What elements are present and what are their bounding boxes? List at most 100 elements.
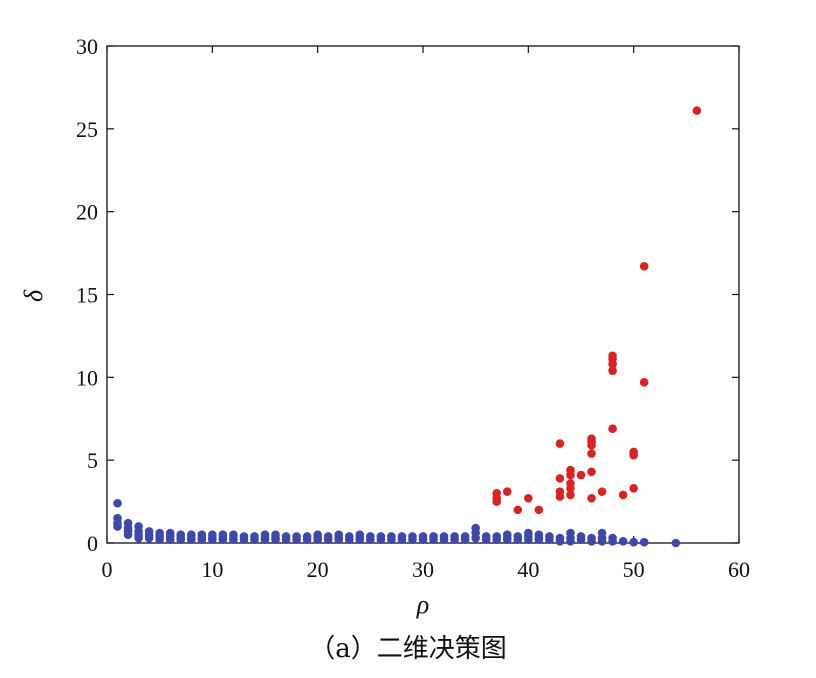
scatter-point-blue-11 <box>134 533 143 543</box>
scatter-point-red-29 <box>618 490 628 500</box>
scatter-point-blue-73 <box>387 535 396 544</box>
scatter-point-blue-97 <box>502 535 512 544</box>
x-tick-label-3: 30 <box>412 557 434 582</box>
scatter-point-red-4 <box>513 505 523 515</box>
scatter-point-blue-57 <box>313 535 322 544</box>
scatter-point-blue-35 <box>218 535 228 544</box>
scatter-point-blue-29 <box>197 535 207 544</box>
y-tick-label-1: 5 <box>87 448 98 473</box>
scatter-point-red-19 <box>587 440 596 450</box>
scatter-point-blue-42 <box>250 535 259 544</box>
scatter-point-red-20 <box>587 449 596 458</box>
x-tick-label-4: 40 <box>517 557 539 582</box>
y-tick-label-2: 10 <box>76 365 98 390</box>
scatter-point-blue-121 <box>608 537 617 546</box>
scatter-point-red-34 <box>639 378 649 387</box>
scatter-point-blue-52 <box>292 535 301 544</box>
scatter-point-red-31 <box>629 450 638 460</box>
scatter-point-red-26 <box>608 359 617 369</box>
scatter-point-blue-48 <box>271 535 280 544</box>
scatter-point-blue-38 <box>229 535 238 544</box>
x-tick-label-2: 20 <box>307 557 329 582</box>
scatter-point-blue-20 <box>165 535 175 544</box>
scatter-point-blue-0 <box>113 498 122 508</box>
x-tick-label-1: 10 <box>201 557 223 582</box>
y-tick-label-3: 15 <box>76 283 98 308</box>
scatter-point-blue-124 <box>639 537 649 547</box>
scatter-point-blue-17 <box>155 535 164 544</box>
scatter-point-red-8 <box>555 474 565 483</box>
scatter-point-blue-102 <box>524 535 533 544</box>
scatter-point-blue-14 <box>144 533 154 543</box>
scatter-point-red-6 <box>534 505 544 515</box>
x-tick-label-5: 50 <box>623 557 645 582</box>
y-tick-label-6: 30 <box>76 34 98 59</box>
scatter-point-blue-112 <box>566 537 575 546</box>
scatter-point-blue-75 <box>397 535 407 544</box>
scatter-point-blue-62 <box>334 535 344 544</box>
scatter-point-red-33 <box>639 262 649 271</box>
scatter-point-blue-79 <box>418 535 428 544</box>
scatter-point-blue-83 <box>439 535 449 544</box>
scatter-point-blue-59 <box>323 535 333 544</box>
scatter-point-blue-122 <box>618 537 628 546</box>
scatter-point-blue-81 <box>429 535 438 544</box>
scatter-points <box>113 106 702 548</box>
scatter-point-blue-23 <box>176 535 186 544</box>
scatter-point-blue-90 <box>471 533 480 543</box>
plot-area-frame <box>106 45 740 544</box>
scatter-point-blue-69 <box>366 535 375 544</box>
y-axis-label: δ <box>19 289 48 302</box>
scatter-point-blue-3 <box>113 522 122 531</box>
scatter-point-red-21 <box>587 467 596 477</box>
scatter-point-blue-7 <box>123 530 133 540</box>
scatter-point-red-28 <box>608 424 617 433</box>
scatter-point-blue-87 <box>460 535 470 544</box>
scatter-point-blue-116 <box>587 537 596 546</box>
scatter-point-blue-85 <box>450 535 459 544</box>
scatter-point-blue-32 <box>208 535 217 544</box>
scatter-point-blue-107 <box>545 535 554 544</box>
scatter-point-red-7 <box>555 439 565 448</box>
scatter-point-red-32 <box>629 484 638 493</box>
scatter-point-red-3 <box>502 487 512 496</box>
scatter-point-blue-119 <box>597 537 607 546</box>
tick-labels: 0 10 20 30 40 50 60 0 5 10 15 20 25 30 <box>76 34 750 582</box>
scatter-point-blue-94 <box>492 535 502 544</box>
x-tick-label-0: 0 <box>102 557 113 582</box>
scatter-point-blue-92 <box>481 535 491 544</box>
x-tick-label-6: 60 <box>728 557 750 582</box>
y-tick-label-5: 25 <box>76 117 98 142</box>
scatter-point-red-10 <box>555 492 565 501</box>
scatter-point-blue-45 <box>260 535 270 544</box>
scatter-point-blue-109 <box>555 537 565 546</box>
scatter-point-blue-26 <box>186 535 196 544</box>
scatter-point-blue-54 <box>302 535 312 544</box>
scatter-point-blue-71 <box>376 535 386 544</box>
scatter-point-red-15 <box>566 490 575 500</box>
scatter-point-red-23 <box>597 487 607 496</box>
scatter-point-blue-114 <box>576 535 586 544</box>
x-axis-label: ρ <box>416 590 429 619</box>
scatter-point-red-12 <box>566 470 575 480</box>
scatter-point-red-14 <box>566 484 575 493</box>
scatter-point-blue-40 <box>239 535 249 544</box>
scatter-point-red-5 <box>524 493 533 503</box>
y-tick-label-4: 20 <box>76 200 98 225</box>
scatter-point-red-16 <box>576 470 586 480</box>
scatter-point-blue-105 <box>534 535 544 544</box>
scatter-point-blue-125 <box>671 538 681 548</box>
scatter-point-red-35 <box>692 106 702 115</box>
scatter-point-blue-64 <box>344 535 354 544</box>
scatter-point-red-2 <box>492 497 502 506</box>
scatter-point-blue-67 <box>355 535 365 544</box>
axis-ticks <box>106 45 740 544</box>
scatter-point-red-22 <box>587 493 596 503</box>
figure-caption: （a）二维决策图 <box>309 634 507 664</box>
scatter-point-red-27 <box>608 366 617 376</box>
scatter-point-blue-50 <box>281 535 291 544</box>
scatter-point-blue-123 <box>629 537 638 547</box>
scatter-point-blue-99 <box>513 535 523 544</box>
scatter-point-blue-77 <box>408 535 417 544</box>
